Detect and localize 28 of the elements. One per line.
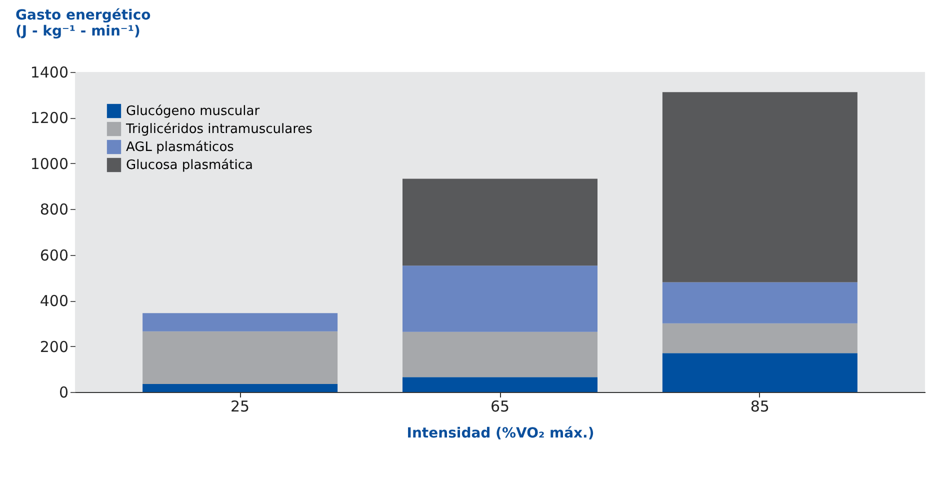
x-axis-title: Intensidad (%VO₂ máx.) <box>406 426 594 442</box>
legend-label: Glucosa plasmática <box>126 158 253 173</box>
y-axis-title: Gasto energético (J - kg⁻¹ - min⁻¹) <box>16 8 152 40</box>
y-tick-label: 1200 <box>30 109 68 128</box>
legend-label: AGL plasmáticos <box>126 140 234 155</box>
legend-label: Glucógeno muscular <box>126 104 260 119</box>
y-tick-label: 0 <box>58 384 68 402</box>
legend-label: Triglicéridos intramusculares <box>125 122 313 137</box>
y-tick-label: 400 <box>40 292 68 310</box>
bar <box>662 282 858 324</box>
y-tick-label: 800 <box>40 200 68 219</box>
y-tick-label: 200 <box>40 338 68 356</box>
x-tick-label: 85 <box>750 398 770 416</box>
bar <box>662 353 858 392</box>
y-tick-label: 600 <box>40 246 68 264</box>
y-tick-label: 1000 <box>30 154 68 173</box>
bar <box>402 377 598 392</box>
bar <box>142 313 338 332</box>
bar <box>662 92 858 282</box>
bar <box>142 384 338 392</box>
y-tick-label: 1400 <box>30 64 68 82</box>
bar <box>402 178 598 266</box>
x-tick-label: 65 <box>490 398 510 416</box>
bar <box>402 266 598 332</box>
x-tick-label: 25 <box>230 398 250 416</box>
bar <box>662 323 858 354</box>
bar <box>402 332 598 378</box>
bar <box>142 331 338 384</box>
